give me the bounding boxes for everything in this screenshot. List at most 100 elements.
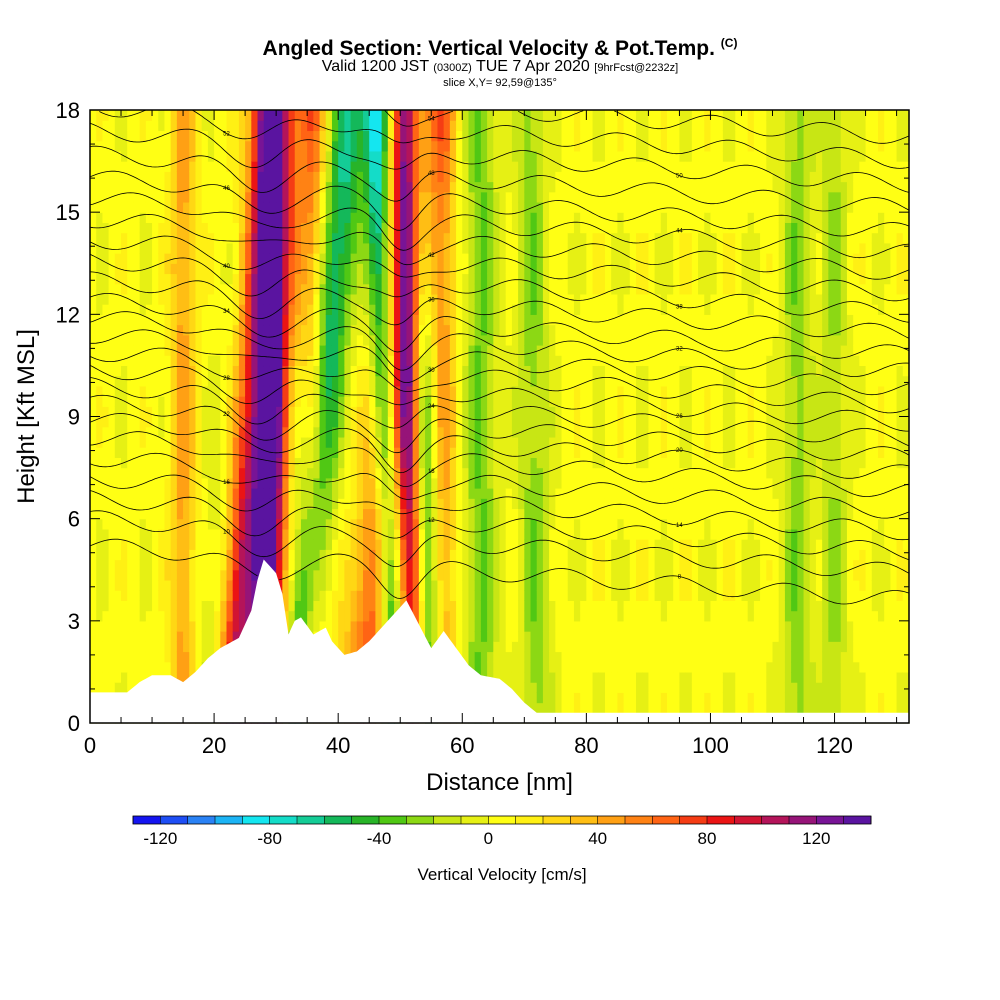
velocity-cell: [114, 324, 122, 336]
velocity-cell: [369, 631, 376, 642]
velocity-cell: [493, 212, 501, 223]
velocity-cell: [338, 191, 345, 203]
velocity-cell: [189, 130, 197, 142]
velocity-cell: [220, 620, 228, 632]
velocity-cell: [201, 457, 209, 469]
velocity-cell: [555, 304, 563, 315]
velocity-cell: [369, 385, 376, 397]
velocity-cell: [524, 355, 532, 367]
velocity-cell: [425, 396, 432, 407]
velocity-cell: [592, 201, 600, 213]
velocity-cell: [536, 671, 544, 683]
velocity-cell: [288, 467, 296, 479]
velocity-cell: [561, 457, 569, 469]
velocity-cell: [518, 508, 525, 520]
velocity-cell: [456, 263, 463, 275]
velocity-cell: [313, 375, 321, 387]
velocity-cell: [96, 253, 103, 264]
velocity-cell: [170, 120, 178, 132]
velocity-cell: [561, 355, 569, 367]
velocity-cell: [462, 201, 470, 213]
velocity-cell: [443, 488, 451, 499]
velocity-cell: [139, 140, 147, 152]
velocity-cell: [307, 344, 314, 356]
velocity-cell: [363, 242, 370, 254]
velocity-cell: [313, 365, 321, 377]
velocity-cell: [499, 385, 507, 397]
velocity-cell: [356, 620, 364, 632]
velocity-cell: [369, 600, 376, 612]
velocity-cell: [282, 120, 290, 132]
velocity-cell: [90, 130, 97, 142]
velocity-cell: [344, 273, 352, 285]
velocity-cell: [288, 212, 296, 223]
velocity-cell: [294, 590, 302, 601]
velocity-cell: [356, 631, 364, 642]
velocity-cell: [90, 498, 97, 510]
velocity-cell: [226, 365, 234, 377]
velocity-cell: [480, 641, 488, 653]
velocity-cell: [176, 212, 184, 223]
velocity-cell: [425, 110, 432, 121]
velocity-cell: [586, 283, 594, 295]
velocity-cell: [586, 447, 594, 458]
velocity-cell: [276, 569, 283, 581]
velocity-cell: [245, 304, 252, 315]
velocity-cell: [170, 406, 178, 418]
velocity-cell: [108, 375, 116, 387]
velocity-cell: [195, 222, 203, 234]
velocity-cell: [456, 590, 463, 601]
velocity-cell: [474, 426, 482, 438]
velocity-cell: [288, 528, 296, 540]
velocity-cell: [158, 406, 166, 418]
velocity-cell: [462, 447, 470, 458]
velocity-cell: [338, 344, 345, 356]
velocity-cell: [226, 304, 234, 315]
velocity-cell: [102, 610, 110, 622]
velocity-cell: [90, 191, 97, 203]
velocity-cell: [449, 201, 457, 213]
velocity-cell: [257, 498, 265, 510]
velocity-cell: [363, 161, 370, 172]
velocity-cell: [300, 314, 308, 326]
velocity-cell: [580, 549, 587, 561]
velocity-cell: [207, 140, 215, 152]
velocity-cell: [325, 559, 333, 571]
velocity-cell: [257, 171, 265, 183]
velocity-cell: [220, 488, 228, 499]
velocity-cell: [214, 212, 221, 223]
velocity-cell: [201, 365, 209, 377]
velocity-cell: [499, 324, 507, 336]
velocity-cell: [474, 539, 482, 550]
velocity-cell: [176, 508, 184, 520]
velocity-cell: [400, 273, 408, 285]
velocity-cell: [263, 508, 271, 520]
velocity-cell: [121, 488, 128, 499]
velocity-cell: [561, 130, 569, 142]
velocity-cell: [232, 600, 240, 612]
velocity-cell: [586, 467, 594, 479]
velocity-cell: [443, 253, 451, 264]
velocity-cell: [375, 253, 383, 264]
velocity-cell: [480, 426, 488, 438]
velocity-cell: [561, 222, 569, 234]
velocity-cell: [307, 447, 314, 458]
velocity-cell: [96, 232, 103, 244]
velocity-cell: [598, 344, 606, 356]
velocity-cell: [294, 355, 302, 367]
velocity-cell: [133, 385, 141, 397]
velocity-cell: [269, 488, 277, 499]
velocity-cell: [598, 140, 606, 152]
velocity-cell: [145, 590, 153, 601]
velocity-cell: [598, 242, 606, 254]
velocity-cell: [263, 293, 271, 305]
velocity-cell: [121, 171, 128, 183]
velocity-cell: [406, 232, 414, 244]
velocity-cell: [511, 201, 519, 213]
velocity-cell: [363, 130, 370, 142]
velocity-cell: [114, 212, 122, 223]
velocity-cell: [257, 212, 265, 223]
velocity-cell: [431, 120, 439, 132]
velocity-cell: [294, 324, 302, 336]
